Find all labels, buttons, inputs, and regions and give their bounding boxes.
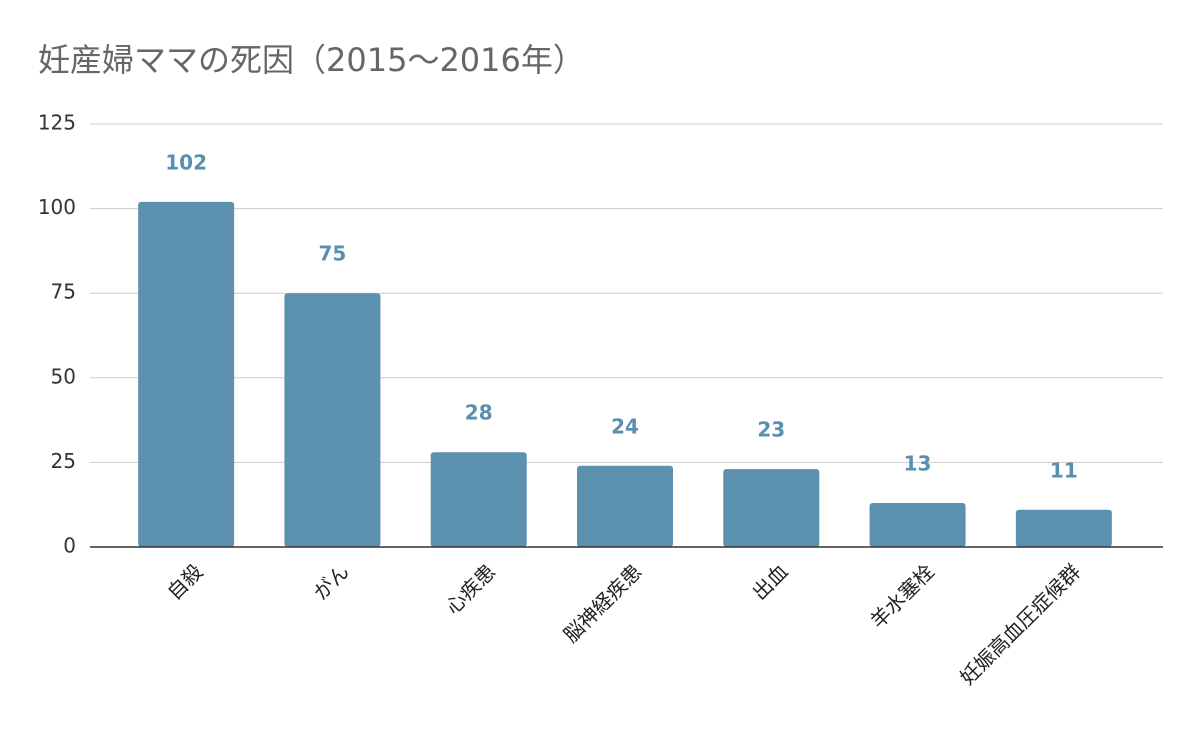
value-label: 24 bbox=[611, 414, 639, 438]
bar bbox=[1015, 509, 1112, 547]
value-label: 28 bbox=[465, 401, 493, 425]
x-tick-label: 自殺 bbox=[162, 559, 207, 604]
value-label: 75 bbox=[319, 242, 347, 266]
value-label: 11 bbox=[1050, 458, 1078, 482]
y-tick-label: 25 bbox=[51, 449, 76, 473]
y-tick-label: 100 bbox=[38, 195, 76, 219]
value-label: 23 bbox=[757, 418, 785, 442]
x-tick-label: 脳神経疾患 bbox=[559, 559, 647, 647]
bar bbox=[577, 465, 673, 547]
value-label: 102 bbox=[165, 150, 207, 174]
y-tick-label: 0 bbox=[63, 534, 76, 558]
bar bbox=[138, 201, 235, 547]
chart-title: 妊産婦ママの死因（2015～2016年） bbox=[38, 41, 585, 79]
bar bbox=[723, 469, 820, 547]
x-tick-label: 心疾患 bbox=[441, 559, 500, 618]
x-tick-label: 妊娠高血圧症候群 bbox=[955, 559, 1085, 689]
bar bbox=[430, 452, 527, 547]
bar bbox=[284, 293, 381, 547]
value-label: 13 bbox=[904, 452, 932, 476]
x-tick-label: がん bbox=[309, 559, 354, 604]
y-tick-label: 75 bbox=[51, 280, 76, 304]
y-tick-label: 125 bbox=[38, 111, 76, 135]
bar bbox=[869, 503, 966, 547]
y-tick-label: 50 bbox=[51, 364, 76, 388]
x-tick-label: 羊水塞栓 bbox=[865, 559, 939, 633]
x-tick-label: 出血 bbox=[747, 559, 792, 604]
